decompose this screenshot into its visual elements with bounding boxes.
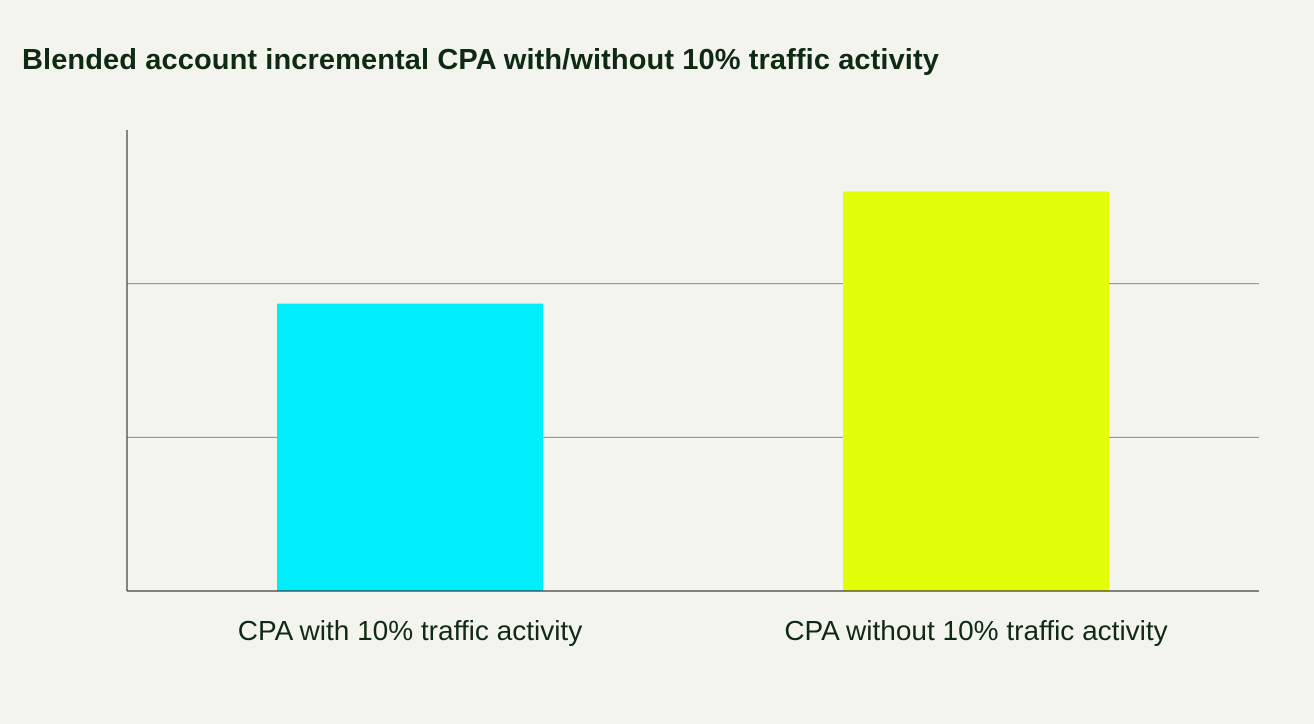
bar-1: [277, 303, 543, 591]
chart-title: Blended account incremental CPA with/wit…: [22, 44, 939, 76]
bar-layer: [277, 191, 1109, 591]
x-tick-label-2: CPA without 10% traffic activity: [784, 615, 1167, 646]
bar-2: [843, 191, 1109, 591]
axis-layer: [126, 130, 1259, 592]
x-tick-label-1: CPA with 10% traffic activity: [238, 615, 582, 646]
label-layer: CPA with 10% traffic activity CPA without…: [238, 615, 1168, 646]
